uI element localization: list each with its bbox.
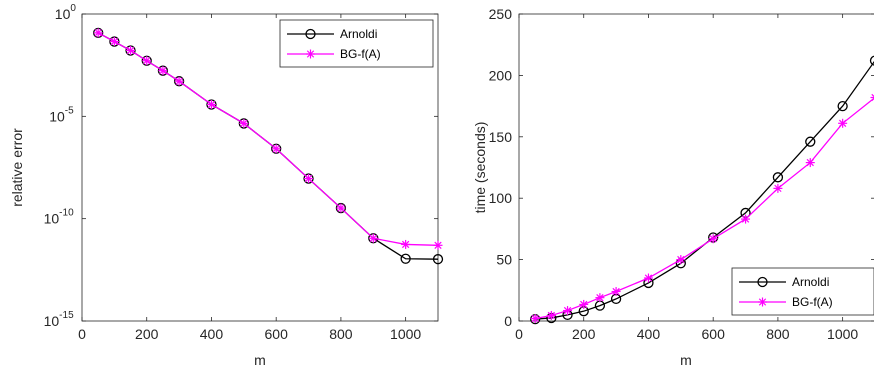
- legend: Arnoldi BG-f(A): [731, 267, 874, 316]
- y-tick-label: 100: [489, 190, 513, 206]
- data-point-bgfa: [595, 293, 605, 303]
- legend-marker-arnoldi: [757, 276, 768, 288]
- x-tick-label: 1000: [827, 326, 858, 342]
- data-point-arnoldi: [837, 100, 848, 112]
- y-tick-label: 10-5: [49, 105, 74, 124]
- legend-marker-arnoldi: [305, 28, 316, 40]
- data-point-arnoldi: [772, 172, 784, 183]
- x-tick-label: 1000: [390, 326, 421, 342]
- x-tick-label: 200: [135, 326, 159, 342]
- x-tick-label: 0: [515, 326, 523, 342]
- data-point-bgfa: [271, 144, 281, 154]
- data-point-bgfa: [741, 214, 751, 224]
- data-point-bgfa: [530, 314, 540, 324]
- y-tick-label: 100: [55, 3, 77, 22]
- x-tick-label: 600: [265, 326, 289, 342]
- data-point-bgfa: [870, 93, 874, 102]
- data-point-bgfa: [643, 273, 653, 283]
- x-tick-label: 0: [78, 326, 86, 342]
- x-axis-label: m: [254, 352, 266, 368]
- data-point-bgfa: [142, 56, 152, 66]
- data-point-arnoldi: [869, 55, 874, 66]
- series-group-time: [530, 55, 874, 325]
- series-line-arnoldi: [535, 60, 874, 320]
- data-point-arnoldi: [432, 254, 444, 265]
- y-axis-label: relative error: [9, 128, 25, 207]
- data-point-bgfa: [174, 76, 184, 86]
- data-point-bgfa: [563, 306, 573, 316]
- data-point-bgfa: [304, 174, 314, 184]
- legend-star-mark: [758, 297, 767, 307]
- y-tick-label: 10-15: [44, 310, 74, 329]
- x-tick-label: 800: [766, 326, 790, 342]
- legend: Arnoldi BG-f(A): [279, 19, 434, 68]
- data-point-bgfa: [336, 203, 346, 213]
- x-tick-label: 200: [572, 326, 596, 342]
- chart-time-panel: 0 200 400 600 800 1000 0 50 100 150 200 250 m time …: [472, 6, 874, 368]
- y-tick-label: 0: [504, 313, 512, 329]
- y-axis-label: time (seconds): [472, 122, 488, 214]
- data-point-bgfa: [546, 310, 556, 320]
- x-axis-label: m: [680, 352, 692, 368]
- data-point-bgfa: [93, 28, 103, 38]
- x-tick-label: 800: [329, 326, 353, 342]
- data-point-bgfa: [773, 183, 783, 193]
- series-line-bgfa: [97, 32, 439, 246]
- x-tick-label: 400: [200, 326, 224, 342]
- axes-error: 0 200 400 600 800 1000 10-15 10-10 10-5 100: [44, 3, 438, 342]
- data-point-bgfa: [805, 158, 815, 168]
- data-point-bgfa: [708, 234, 718, 244]
- series-group-error: [93, 27, 444, 265]
- data-point-arnoldi: [805, 136, 816, 147]
- axes-time: 0 200 400 600 800 1000 0 50 100 150 200 250: [489, 6, 874, 342]
- legend-marker-bgfa: [306, 49, 315, 59]
- x-tick-label: 400: [637, 326, 661, 342]
- y-tick-label: 200: [489, 67, 513, 83]
- legend-star-mark: [306, 49, 315, 59]
- data-point-bgfa: [579, 299, 589, 309]
- series-line-bgfa: [535, 97, 874, 320]
- data-point-bgfa: [239, 118, 249, 128]
- y-tick-label: 150: [489, 129, 513, 145]
- legend-box: [731, 267, 874, 316]
- data-point-bgfa: [206, 99, 216, 109]
- data-point-bgfa: [109, 37, 119, 47]
- y-tick-label: 250: [489, 6, 513, 22]
- x-tick-label: 600: [702, 326, 726, 342]
- legend-marker-bgfa: [758, 297, 767, 307]
- data-point-bgfa: [611, 287, 621, 297]
- y-tick-label: 10-10: [44, 208, 74, 227]
- y-tick-label: 50: [496, 252, 512, 268]
- legend-label-arnoldi: Arnoldi: [792, 275, 829, 289]
- chart-error-panel: 0 200 400 600 800 1000 10-15 10-10 10-5 100 m rel…: [9, 3, 444, 368]
- data-point-arnoldi: [400, 253, 411, 264]
- data-point-bgfa: [401, 239, 411, 249]
- data-point-bgfa: [368, 233, 378, 243]
- data-point-bgfa: [158, 66, 168, 76]
- legend-label-bgfa: BG-f(A): [792, 295, 833, 309]
- data-point-bgfa: [126, 45, 136, 55]
- legend-label-bgfa: BG-f(A): [340, 47, 381, 61]
- data-point-bgfa: [433, 240, 443, 250]
- data-point-bgfa: [838, 118, 848, 128]
- legend-box: [279, 19, 434, 68]
- legend-label-arnoldi: Arnoldi: [340, 27, 377, 41]
- data-point-bgfa: [676, 255, 686, 265]
